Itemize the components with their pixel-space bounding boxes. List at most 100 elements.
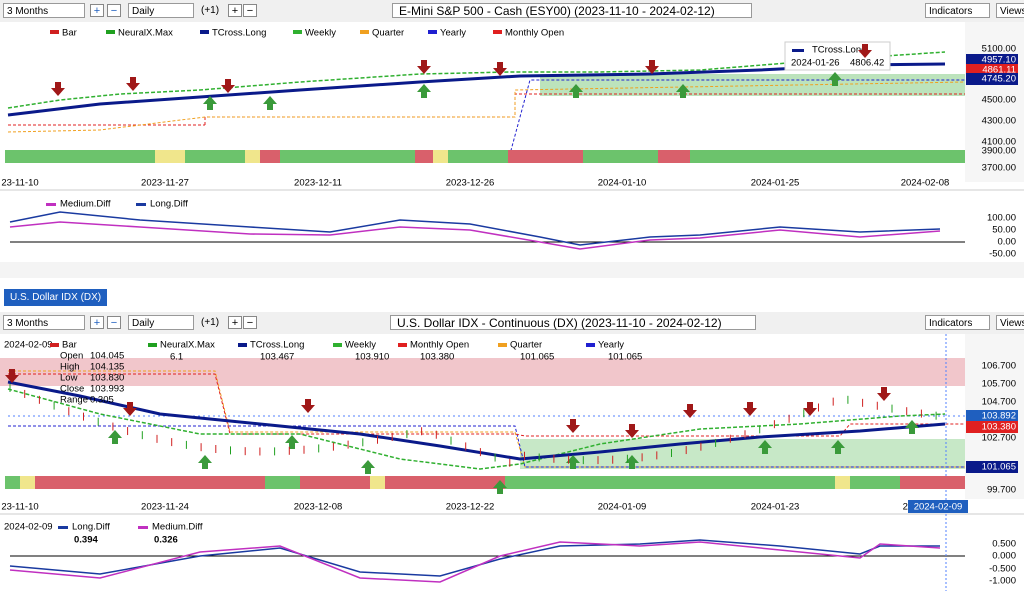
zoom-in[interactable]: +	[90, 4, 104, 17]
legend-swatch	[46, 203, 56, 206]
indicators-button[interactable]: Indicators	[925, 3, 990, 18]
strip-segment	[415, 150, 433, 163]
indicator-date: 2024-02-09	[4, 522, 53, 533]
indicator-label: -1.000	[989, 576, 1016, 587]
buy-arrow	[569, 84, 583, 98]
date-label: 2023-11-27	[141, 178, 189, 189]
ohlc-value: 104.045	[90, 351, 124, 362]
date-label: 2023-11-24	[141, 502, 189, 513]
date-label: 2024-01-25	[751, 178, 800, 189]
legend-entry: Long.Diff	[150, 199, 188, 210]
toolbar: 3 Months + − Daily (+1) + − E-Mini S&P 500 - Ca…	[0, 0, 1024, 23]
strip-segment	[185, 150, 245, 163]
indicator-label: 0.00	[998, 237, 1017, 248]
chart-title[interactable]: U.S. Dollar IDX - Continuous (DX) (2023-…	[390, 315, 756, 330]
date-label: 2024-01-10	[598, 178, 647, 189]
interval-select[interactable]: Daily	[128, 3, 194, 18]
legend-value: 0.394	[74, 535, 98, 546]
strip-segment	[505, 476, 835, 489]
add[interactable]: +	[228, 316, 242, 329]
chart-title[interactable]: E-Mini S&P 500 - Cash (ESY00) (2023-11-1…	[392, 3, 752, 18]
legend-swatch	[136, 203, 146, 206]
strip-segment	[835, 476, 850, 489]
legend-swatch	[333, 343, 342, 347]
buy-arrow	[493, 480, 507, 494]
range-select[interactable]: 3 Months	[3, 3, 85, 18]
legend-swatch	[398, 343, 407, 347]
date-label: 23-11-10	[1, 178, 38, 189]
indicator-label: 100.00	[987, 213, 1016, 224]
scrollbar[interactable]	[0, 262, 1024, 278]
zoom-in[interactable]: +	[90, 316, 104, 329]
legend-entry: Long.Diff	[72, 522, 110, 533]
views-button[interactable]: Views	[996, 3, 1024, 18]
price-label: 4500.00	[982, 95, 1016, 106]
step: (+1)	[201, 317, 220, 328]
range-select[interactable]: 3 Months	[3, 315, 85, 330]
zoom-out[interactable]: −	[107, 316, 121, 329]
indicator-label: 0.500	[992, 539, 1016, 550]
ohlc-value: 104.135	[90, 362, 124, 373]
ohlc-value: 0.305	[90, 395, 114, 406]
sell-arrow	[645, 60, 659, 74]
strip-segment	[260, 150, 280, 163]
ohlc-label: High	[60, 362, 80, 373]
price-label: 4745.20	[982, 74, 1016, 85]
price-axis-bg	[965, 22, 1024, 182]
sell-arrow	[51, 82, 65, 96]
tab[interactable]: U.S. Dollar IDX (DX)	[4, 289, 108, 306]
sell-arrow	[803, 402, 817, 416]
date-label: 2023-12-26	[446, 178, 495, 189]
date-label: 2024-02-08	[901, 178, 950, 189]
legend-swatch	[50, 343, 59, 347]
tooltip-swatch	[792, 49, 804, 52]
step: (+1)	[201, 5, 220, 16]
indicators-button[interactable]: Indicators	[925, 315, 990, 330]
long-diff	[9, 211, 941, 246]
legend-entry: Quarter	[372, 28, 404, 39]
strip-segment	[448, 150, 508, 163]
legend-swatch	[106, 30, 115, 34]
legend-swatch	[50, 30, 59, 34]
zoom-out[interactable]: −	[107, 4, 121, 17]
buy-arrow	[361, 460, 375, 474]
add[interactable]: +	[228, 4, 242, 17]
strip-segment	[850, 476, 900, 489]
strip-segment	[583, 150, 658, 163]
sell-arrow	[417, 60, 431, 74]
price-label: 99.700	[987, 485, 1016, 496]
sell-arrow	[566, 419, 580, 433]
price-label: 102.700	[982, 433, 1016, 444]
quarter	[7, 81, 966, 133]
legend-value: 103.910	[355, 352, 389, 363]
strip-segment	[433, 150, 448, 163]
strip-segment	[5, 150, 155, 163]
strip-segment	[370, 476, 385, 489]
medium-diff	[9, 541, 941, 583]
price-label: 101.065	[982, 462, 1016, 473]
legend-entry: Yearly	[440, 28, 466, 39]
remove[interactable]: −	[243, 316, 257, 329]
long-diff	[9, 539, 940, 577]
ohlc-label: Close	[60, 384, 84, 395]
legend-entry: Monthly Open	[410, 340, 469, 351]
remove[interactable]: −	[243, 4, 257, 17]
indicator-label: -0.500	[989, 564, 1016, 575]
ohlc-label: Range	[60, 395, 88, 406]
zone	[540, 74, 965, 96]
sell-arrow	[625, 424, 639, 438]
monthly-open	[8, 373, 965, 437]
legend-swatch	[586, 343, 595, 347]
legend-swatch	[293, 30, 302, 34]
strip-segment	[35, 476, 265, 489]
legend-value: 101.065	[520, 352, 554, 363]
legend-swatch	[428, 30, 437, 34]
price-badge	[966, 73, 1018, 85]
interval-select[interactable]: Daily	[128, 315, 194, 330]
buy-arrow	[625, 455, 639, 469]
legend-value: 103.467	[260, 352, 294, 363]
views-button[interactable]: Views	[996, 315, 1024, 330]
sell-arrow	[126, 77, 140, 91]
sell-arrow	[221, 79, 235, 93]
